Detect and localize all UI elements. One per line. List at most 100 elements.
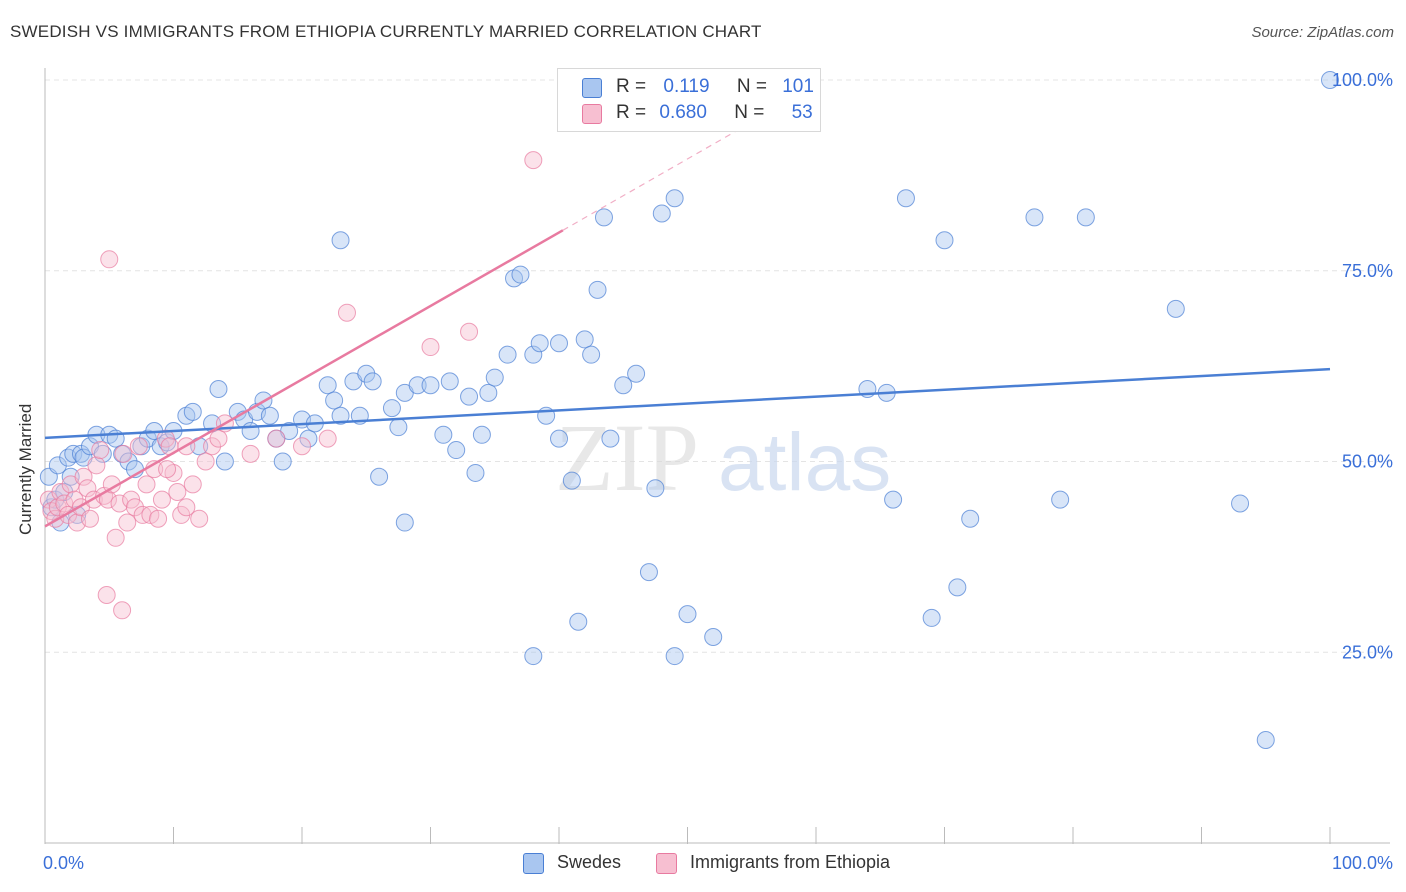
x-tick-label-max: 100.0% bbox=[1332, 853, 1393, 873]
ethiopia-point bbox=[106, 528, 125, 547]
swedes-point bbox=[961, 509, 980, 528]
legend-row-text: R = 0.680 N = 53 bbox=[616, 102, 813, 124]
swedes-point bbox=[325, 391, 344, 410]
swedes-point bbox=[485, 368, 504, 387]
swedes-point bbox=[370, 467, 389, 486]
grid bbox=[45, 79, 1390, 653]
ethiopia-point bbox=[78, 479, 97, 498]
ethiopia-point bbox=[421, 338, 440, 357]
r-value: 0.680 bbox=[659, 102, 707, 123]
swedes-point bbox=[665, 647, 684, 666]
swedes-point bbox=[1051, 490, 1070, 509]
swedes-point bbox=[331, 406, 350, 425]
swedes-point bbox=[434, 425, 453, 444]
ethiopia-point bbox=[97, 586, 116, 605]
swedes-point bbox=[594, 208, 613, 227]
swedes-point bbox=[363, 372, 382, 391]
swedes-point bbox=[665, 189, 684, 208]
ethiopia-point bbox=[87, 456, 106, 475]
swedes-point bbox=[1025, 208, 1044, 227]
swedes-point bbox=[1231, 494, 1250, 513]
swedes-point bbox=[395, 513, 414, 532]
swedes-point bbox=[646, 479, 665, 498]
axes bbox=[44, 68, 1390, 844]
chart-title: SWEDISH VS IMMIGRANTS FROM ETHIOPIA CURR… bbox=[10, 22, 762, 41]
swedes-point bbox=[215, 452, 234, 471]
swedes-point bbox=[466, 463, 485, 482]
ethiopia-point bbox=[318, 429, 337, 448]
ethiopia-point bbox=[209, 429, 228, 448]
ethiopia-point bbox=[55, 494, 74, 513]
swedes-point bbox=[48, 456, 67, 475]
swedes-swatch bbox=[582, 78, 602, 98]
ethiopia-swatch bbox=[582, 104, 602, 124]
swedes-point bbox=[524, 647, 543, 666]
swedes-point bbox=[498, 345, 517, 364]
swedes-point bbox=[511, 265, 530, 284]
swedes-point bbox=[948, 578, 967, 597]
swedes-point bbox=[639, 563, 658, 582]
swedes-point bbox=[408, 376, 427, 395]
n-label: N = bbox=[734, 102, 765, 123]
ethiopia-point bbox=[80, 509, 99, 528]
ethiopia-point bbox=[190, 509, 209, 528]
y-tick-label: 75.0% bbox=[1342, 261, 1393, 281]
source-label: Source: ZipAtlas.com bbox=[1251, 24, 1394, 41]
swedes-point bbox=[1166, 299, 1185, 318]
ethiopia-point bbox=[183, 475, 202, 494]
swedes-point bbox=[318, 376, 337, 395]
watermark-zip: ZIP bbox=[555, 404, 699, 511]
n-value: 101 bbox=[782, 76, 814, 97]
ethiopia-point bbox=[158, 460, 177, 479]
ethiopia-point bbox=[152, 490, 171, 509]
y-tick-label: 100.0% bbox=[1332, 70, 1393, 90]
swedes-point bbox=[260, 406, 279, 425]
swedes-point bbox=[357, 364, 376, 383]
legend-row-text: R = 0.119 N = 101 bbox=[616, 76, 814, 98]
ethiopia-point bbox=[337, 303, 356, 322]
ethiopia-point bbox=[524, 151, 543, 170]
swedes-legend-swatch bbox=[523, 853, 544, 874]
ethiopia-point bbox=[241, 444, 260, 463]
n-label: N = bbox=[736, 76, 767, 97]
swedes-point bbox=[652, 204, 671, 223]
watermark: ZIP atlas bbox=[555, 404, 891, 511]
ethiopia-point bbox=[177, 498, 196, 517]
swedes-point bbox=[241, 421, 260, 440]
swedes-point bbox=[460, 387, 479, 406]
y-tick-label: 25.0% bbox=[1342, 642, 1393, 662]
ethiopia-point bbox=[114, 444, 133, 463]
ethiopia-point bbox=[149, 509, 168, 528]
ethiopia-legend-swatch bbox=[656, 853, 677, 874]
swedes-legend-label: Swedes bbox=[557, 852, 622, 872]
swedes-trend-line bbox=[44, 367, 1331, 440]
swedes-point bbox=[627, 364, 646, 383]
swedes-point bbox=[614, 376, 633, 395]
swedes-point bbox=[389, 418, 408, 437]
swedes-point bbox=[562, 471, 581, 490]
ethiopia-point bbox=[113, 601, 132, 620]
swedes-point bbox=[183, 402, 202, 421]
r-value: 0.119 bbox=[663, 76, 710, 97]
ethiopia-point bbox=[91, 441, 110, 460]
swedes-point bbox=[64, 444, 83, 463]
swedes-point bbox=[935, 231, 954, 250]
swedes-point bbox=[530, 334, 549, 353]
r-label: R = bbox=[616, 102, 647, 123]
swedes-point bbox=[569, 612, 588, 631]
swedes-point bbox=[896, 189, 915, 208]
swedes-point bbox=[472, 425, 491, 444]
tick-labels: 25.0% 50.0% 75.0% 100.0% 0.0% 100.0% bbox=[43, 70, 1393, 873]
swedes-point bbox=[61, 467, 80, 486]
swedes-point bbox=[524, 345, 543, 364]
swedes-point bbox=[582, 345, 601, 364]
swedes-point bbox=[601, 429, 620, 448]
swedes-point bbox=[447, 441, 466, 460]
ethiopia-point bbox=[100, 250, 119, 269]
ethiopia-point bbox=[118, 513, 137, 532]
ethiopia-point bbox=[110, 494, 129, 513]
swedes-point bbox=[1076, 208, 1095, 227]
swedes-point bbox=[575, 330, 594, 349]
n-value: 53 bbox=[791, 102, 813, 123]
